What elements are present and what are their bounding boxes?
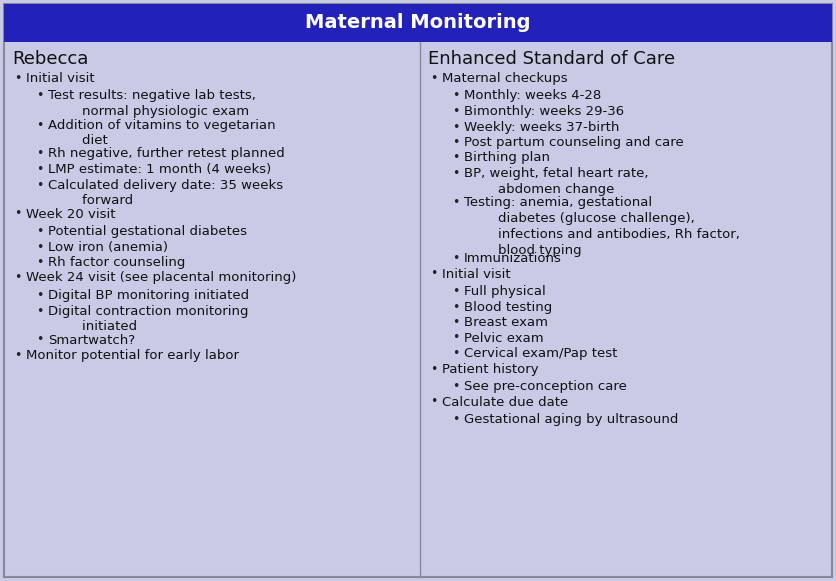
Text: Weekly: weeks 37-birth: Weekly: weeks 37-birth bbox=[464, 120, 619, 134]
Text: Digital BP monitoring initiated: Digital BP monitoring initiated bbox=[48, 289, 249, 302]
Text: •: • bbox=[452, 413, 459, 426]
Text: •: • bbox=[14, 72, 22, 85]
Text: •: • bbox=[452, 316, 459, 329]
Text: •: • bbox=[452, 347, 459, 360]
Text: Rh factor counseling: Rh factor counseling bbox=[48, 256, 186, 269]
Text: •: • bbox=[36, 148, 43, 160]
Text: •: • bbox=[452, 167, 459, 180]
Text: Initial visit: Initial visit bbox=[26, 72, 94, 85]
Text: Calculate due date: Calculate due date bbox=[442, 396, 568, 408]
Text: Pelvic exam: Pelvic exam bbox=[464, 332, 543, 345]
Text: •: • bbox=[452, 196, 459, 209]
Text: Week 20 visit: Week 20 visit bbox=[26, 207, 115, 221]
Text: Bimonthly: weeks 29-36: Bimonthly: weeks 29-36 bbox=[464, 105, 624, 118]
Text: •: • bbox=[452, 105, 459, 118]
Text: Test results: negative lab tests,
        normal physiologic exam: Test results: negative lab tests, normal… bbox=[48, 89, 256, 119]
Text: Potential gestational diabetes: Potential gestational diabetes bbox=[48, 225, 247, 238]
Text: Maternal Monitoring: Maternal Monitoring bbox=[305, 13, 531, 33]
Text: •: • bbox=[36, 178, 43, 192]
Text: Calculated delivery date: 35 weeks
        forward: Calculated delivery date: 35 weeks forwa… bbox=[48, 178, 283, 207]
Text: Initial visit: Initial visit bbox=[442, 267, 511, 281]
Text: •: • bbox=[452, 380, 459, 393]
Text: Rebecca: Rebecca bbox=[12, 50, 89, 68]
Text: Monthly: weeks 4-28: Monthly: weeks 4-28 bbox=[464, 89, 601, 102]
Text: Breast exam: Breast exam bbox=[464, 316, 548, 329]
Text: •: • bbox=[36, 89, 43, 102]
Text: Week 24 visit (see placental monitoring): Week 24 visit (see placental monitoring) bbox=[26, 271, 297, 285]
Text: •: • bbox=[36, 241, 43, 253]
Text: Gestational aging by ultrasound: Gestational aging by ultrasound bbox=[464, 413, 678, 426]
Text: •: • bbox=[36, 163, 43, 176]
Text: Enhanced Standard of Care: Enhanced Standard of Care bbox=[428, 50, 675, 68]
Text: •: • bbox=[36, 304, 43, 317]
Text: Post partum counseling and care: Post partum counseling and care bbox=[464, 136, 684, 149]
Text: •: • bbox=[452, 285, 459, 298]
Text: Smartwatch?: Smartwatch? bbox=[48, 333, 135, 346]
Text: •: • bbox=[36, 289, 43, 302]
Text: •: • bbox=[452, 152, 459, 164]
Text: Birthing plan: Birthing plan bbox=[464, 152, 550, 164]
Text: •: • bbox=[430, 363, 437, 375]
Text: •: • bbox=[14, 349, 22, 362]
Text: •: • bbox=[14, 207, 22, 221]
Text: •: • bbox=[452, 300, 459, 314]
Text: Digital contraction monitoring
        initiated: Digital contraction monitoring initiated bbox=[48, 304, 248, 333]
Text: BP, weight, fetal heart rate,
        abdomen change: BP, weight, fetal heart rate, abdomen ch… bbox=[464, 167, 649, 196]
Text: See pre-conception care: See pre-conception care bbox=[464, 380, 627, 393]
Text: Low iron (anemia): Low iron (anemia) bbox=[48, 241, 168, 253]
Text: Immunizations: Immunizations bbox=[464, 252, 562, 265]
Text: Rh negative, further retest planned: Rh negative, further retest planned bbox=[48, 148, 285, 160]
Text: •: • bbox=[36, 333, 43, 346]
Text: •: • bbox=[452, 252, 459, 265]
Text: •: • bbox=[14, 271, 22, 285]
Text: LMP estimate: 1 month (4 weeks): LMP estimate: 1 month (4 weeks) bbox=[48, 163, 271, 176]
Text: Patient history: Patient history bbox=[442, 363, 538, 375]
Text: Testing: anemia, gestational
        diabetes (glucose challenge),
        infec: Testing: anemia, gestational diabetes (g… bbox=[464, 196, 740, 257]
Text: Addition of vitamins to vegetarian
        diet: Addition of vitamins to vegetarian diet bbox=[48, 119, 276, 148]
Text: •: • bbox=[430, 267, 437, 281]
Text: Cervical exam/Pap test: Cervical exam/Pap test bbox=[464, 347, 617, 360]
Text: •: • bbox=[36, 119, 43, 131]
Text: Blood testing: Blood testing bbox=[464, 300, 553, 314]
Bar bbox=[4, 4, 832, 42]
Text: •: • bbox=[452, 332, 459, 345]
Text: •: • bbox=[452, 120, 459, 134]
Text: •: • bbox=[36, 225, 43, 238]
Text: •: • bbox=[452, 89, 459, 102]
Text: Maternal checkups: Maternal checkups bbox=[442, 72, 568, 85]
Text: •: • bbox=[430, 396, 437, 408]
Text: •: • bbox=[430, 72, 437, 85]
Text: Monitor potential for early labor: Monitor potential for early labor bbox=[26, 349, 239, 362]
Text: •: • bbox=[36, 256, 43, 269]
Text: •: • bbox=[452, 136, 459, 149]
Text: Full physical: Full physical bbox=[464, 285, 546, 298]
